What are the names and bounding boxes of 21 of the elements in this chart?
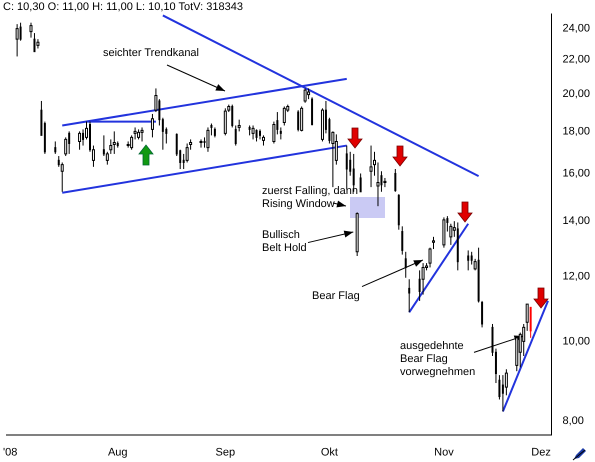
y-tick-label: 10,00 [562,335,590,348]
chart-title: C: 10,30 O: 11,00 H: 11,00 L: 10,10 TotV: 318343 [3,1,243,13]
y-tick-label: 22,00 [562,54,590,66]
x-tick-label: Dez [531,446,551,458]
x-tick-label: Nov [434,446,454,458]
x-tick-label: Sep [216,446,236,458]
annotation: Bullisch Belt Hold [262,229,307,255]
annotation: ausgedehnte Bear Flag vorwegnehmen [400,340,476,379]
x-tick-label: Aug [108,446,128,458]
y-tick-label: 20,00 [562,88,590,100]
y-tick-label: 16,00 [562,168,590,180]
y-tick-label: 8,00 [562,415,584,428]
annotation: Bear Flag [312,290,360,303]
annotation: zuerst Falling, dann Rising Window [262,185,358,211]
y-tick-label: 24,00 [562,22,590,35]
x-tick-label: Okt [320,446,338,458]
y-tick-label: 18,00 [562,125,590,138]
x-tick-label: '08 [3,446,18,458]
y-tick-label: 14,00 [562,215,590,228]
annotation: seichter Trendkanal [103,47,199,60]
y-tick-label: 12,00 [562,270,590,282]
